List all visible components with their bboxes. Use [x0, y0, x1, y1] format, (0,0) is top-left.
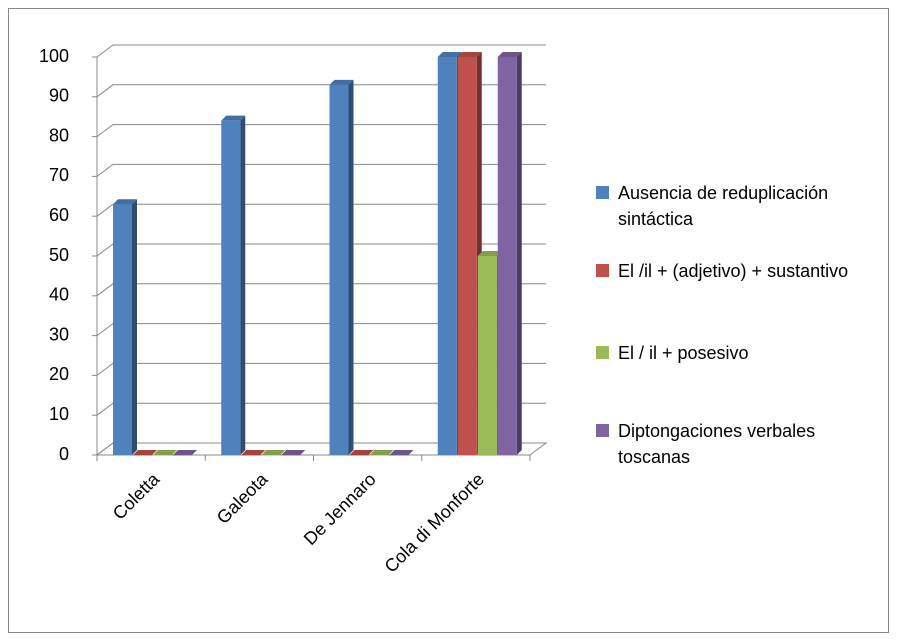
bar-front	[349, 455, 369, 456]
bar-top	[261, 450, 286, 455]
bar-front	[437, 57, 457, 455]
bar	[133, 450, 157, 456]
bar-top	[477, 251, 502, 256]
bar	[349, 450, 374, 456]
bar	[281, 450, 306, 456]
legend-swatch	[596, 186, 609, 199]
legend-entry: El / il + posesivo	[596, 340, 876, 366]
bar-front	[281, 455, 301, 456]
y-tick-label: 70	[49, 165, 69, 185]
grid-line	[96, 84, 546, 98]
bar-top	[221, 115, 246, 121]
bar-front	[221, 120, 241, 456]
bar-top	[173, 450, 197, 455]
bar-front	[477, 256, 497, 455]
legend-entry: El /il + (adjetivo) + sustantivo	[596, 258, 876, 284]
bar	[329, 79, 354, 456]
bar-front	[497, 57, 517, 455]
legend-swatch	[596, 424, 609, 437]
bar-side	[516, 52, 522, 455]
y-tick-label: 30	[49, 324, 69, 344]
bar	[113, 199, 137, 455]
legend-label: Ausencia de reduplicación sintáctica	[618, 183, 829, 229]
bar-top	[241, 450, 266, 455]
legend-label: El / il + posesivo	[618, 343, 749, 363]
legend-entry: Diptongaciones verbales toscanas	[596, 418, 876, 470]
bar	[173, 450, 197, 456]
bar-side	[132, 199, 137, 455]
y-tick-label: 0	[59, 444, 69, 464]
y-tick-label: 50	[49, 245, 69, 265]
grid-line	[96, 163, 546, 177]
bar-top	[349, 450, 374, 455]
y-tick-label: 100	[39, 46, 69, 66]
bar-top	[389, 450, 414, 455]
bar-front	[133, 455, 152, 456]
grid-line	[96, 44, 546, 58]
bar-side	[348, 79, 354, 456]
bar-front	[369, 455, 389, 456]
bar	[221, 115, 246, 456]
grid-line	[96, 124, 546, 138]
y-tick-label: 40	[49, 285, 69, 305]
bar-top	[113, 199, 137, 205]
bar-front	[153, 455, 172, 456]
bar-front	[113, 204, 132, 455]
bar-top	[281, 450, 306, 455]
bar-front	[329, 84, 349, 456]
y-tick-label: 60	[49, 205, 69, 225]
legend-swatch	[596, 264, 609, 277]
bar-top	[497, 52, 522, 57]
bar-front	[173, 455, 192, 456]
bar	[389, 450, 414, 456]
bar-top	[369, 450, 394, 455]
bar	[497, 52, 522, 455]
y-tick-label: 90	[49, 86, 69, 106]
bar-top	[133, 450, 157, 455]
bar	[153, 450, 177, 456]
legend-swatch	[596, 346, 609, 359]
bar-top	[437, 52, 462, 57]
legend-entry: Ausencia de reduplicación sintáctica	[596, 180, 876, 232]
bar-top	[329, 79, 354, 85]
grid-line	[96, 203, 546, 217]
bar-front	[457, 57, 477, 455]
bar	[369, 450, 394, 456]
bar-front	[389, 455, 409, 456]
bar-front	[241, 455, 261, 456]
y-tick-label: 80	[49, 125, 69, 145]
y-tick-label: 20	[49, 364, 69, 384]
bar-side	[240, 115, 246, 456]
bar	[241, 450, 266, 456]
legend-label: El /il + (adjetivo) + sustantivo	[618, 261, 849, 281]
bar-top	[457, 52, 482, 57]
y-tick-label: 10	[49, 404, 69, 424]
bar-top	[153, 450, 177, 455]
legend-label: Diptongaciones verbales toscanas	[618, 421, 816, 467]
bar-front	[261, 455, 281, 456]
bar	[261, 450, 286, 456]
